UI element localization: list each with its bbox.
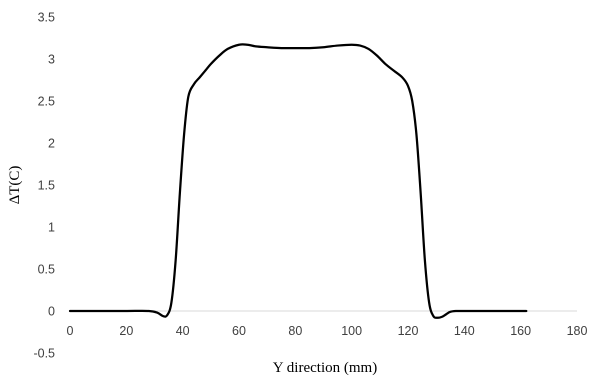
series-group	[68, 43, 528, 319]
y-tick-labels: -0.5 0 0.5 1 1.5 2 2.5 3 3.5	[33, 11, 55, 361]
y-tick-label: 2	[48, 137, 55, 151]
x-tick-label: 20	[119, 324, 133, 338]
y-tick-label: -0.5	[33, 347, 55, 361]
series-line-0	[68, 43, 528, 319]
x-tick-label: 180	[567, 324, 588, 338]
y-tick-label: 0	[48, 305, 55, 319]
y-tick-label: 1	[48, 221, 55, 235]
x-tick-label: 0	[67, 324, 74, 338]
x-tick-label: 40	[176, 324, 190, 338]
x-axis-title: Y direction (mm)	[273, 360, 377, 376]
y-axis-title: ΔT(C)	[7, 166, 23, 205]
y-tick-label: 0.5	[38, 263, 55, 277]
x-tick-label: 140	[454, 324, 475, 338]
x-tick-label: 60	[232, 324, 246, 338]
y-tick-label: 3.5	[38, 11, 55, 25]
x-tick-label: 160	[510, 324, 531, 338]
x-tick-labels: 0 20 40 60 80 100 120 140 160 180	[67, 324, 588, 338]
x-tick-label: 100	[341, 324, 362, 338]
y-tick-label: 1.5	[38, 179, 55, 193]
y-tick-label: 3	[48, 53, 55, 67]
y-tick-label: 2.5	[38, 95, 55, 109]
x-tick-label: 80	[288, 324, 302, 338]
x-tick-label: 120	[398, 324, 419, 338]
